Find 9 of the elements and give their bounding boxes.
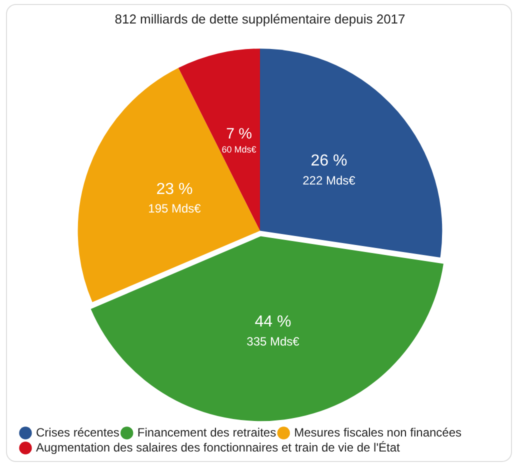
legend-label: Financement des retraites <box>137 425 276 440</box>
data-label: 26 % 222 Mds€ <box>302 152 356 188</box>
legend-label: Crises récentes <box>36 425 120 440</box>
legend-label: Mesures fiscales non financées <box>294 425 462 440</box>
data-label: 44 % 335 Mds€ <box>246 313 300 348</box>
data-label: 7 % 60 Mds€ <box>222 125 256 155</box>
chart-title: 812 milliards de dette supplémentaire depuis 2017 <box>114 11 406 26</box>
data-label: 23 % 195 Mds€ <box>148 180 202 216</box>
legend-label: Augmentation des salaires des fonctionnaires et train de vie de l'État <box>36 440 401 454</box>
